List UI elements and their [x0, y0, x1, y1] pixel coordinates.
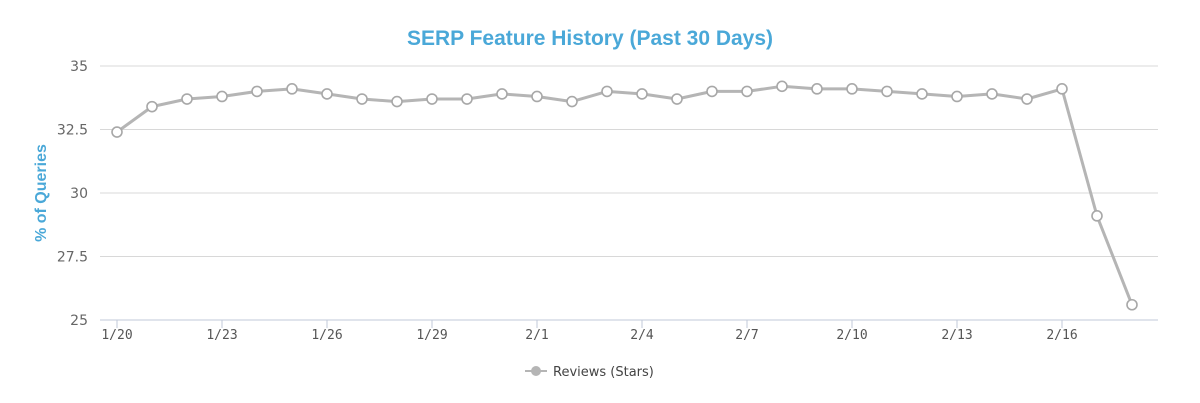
x-tick-label: 2/13: [941, 328, 972, 343]
data-point[interactable]: [181, 93, 193, 105]
data-point[interactable]: [986, 88, 998, 100]
data-point[interactable]: [321, 88, 333, 100]
y-axis-ticks: 25 27.5 30 32.5 35: [57, 59, 88, 329]
x-axis: 1/20 1/23 1/26 1/29 2/1 2/4 2/7 2/10 2/13 2/16: [100, 319, 1158, 343]
x-tick-label: 2/4: [630, 328, 654, 343]
x-tick-label: 2/1: [525, 328, 548, 343]
data-point[interactable]: [601, 85, 613, 98]
data-point[interactable]: [146, 100, 158, 113]
data-point[interactable]: [391, 95, 403, 108]
data-point[interactable]: [1091, 210, 1103, 222]
x-tick-label: 2/10: [836, 328, 867, 343]
x-tick-label: 1/26: [311, 328, 342, 343]
x-tick-label: 1/23: [206, 328, 237, 343]
data-point[interactable]: [1021, 93, 1033, 105]
data-point[interactable]: [426, 93, 438, 105]
data-point[interactable]: [776, 80, 788, 93]
data-point[interactable]: [566, 95, 578, 108]
data-point[interactable]: [356, 93, 368, 105]
series-line[interactable]: [115, 84, 1134, 307]
data-point[interactable]: [1126, 298, 1138, 311]
data-point[interactable]: [216, 90, 228, 103]
x-tick-label: 2/16: [1046, 328, 1077, 343]
legend-marker-icon: [531, 366, 541, 376]
data-point[interactable]: [111, 126, 123, 138]
data-point[interactable]: [251, 85, 263, 98]
data-point[interactable]: [951, 90, 963, 103]
data-point[interactable]: [461, 93, 473, 105]
legend[interactable]: Reviews (Stars): [525, 365, 654, 380]
data-point[interactable]: [1056, 83, 1068, 95]
data-point[interactable]: [706, 85, 718, 98]
y-tick-label: 25: [70, 313, 88, 329]
data-point[interactable]: [636, 88, 648, 100]
legend-label-reviews-stars[interactable]: Reviews (Stars): [553, 365, 654, 380]
data-point[interactable]: [531, 90, 543, 103]
y-axis-title: % of Queries: [33, 144, 50, 242]
y-tick-label: 35: [70, 59, 88, 75]
data-point[interactable]: [286, 83, 298, 95]
data-point[interactable]: [846, 83, 858, 95]
chart-title: SERP Feature History (Past 30 Days): [407, 27, 773, 50]
y-tick-label: 30: [70, 186, 88, 202]
data-point[interactable]: [881, 85, 893, 98]
x-tick-label: 1/29: [416, 328, 447, 343]
data-point[interactable]: [811, 83, 823, 95]
data-point[interactable]: [671, 93, 683, 105]
x-tick-label: 1/20: [101, 328, 132, 343]
y-tick-label: 32.5: [57, 123, 88, 139]
series-reviews-stars[interactable]: [111, 80, 1138, 311]
data-point[interactable]: [916, 88, 928, 100]
y-tick-label: 27.5: [57, 250, 88, 266]
x-tick-label: 2/7: [735, 328, 758, 343]
gridlines: [100, 65, 1158, 257]
data-point[interactable]: [496, 88, 508, 100]
data-point[interactable]: [741, 85, 753, 98]
